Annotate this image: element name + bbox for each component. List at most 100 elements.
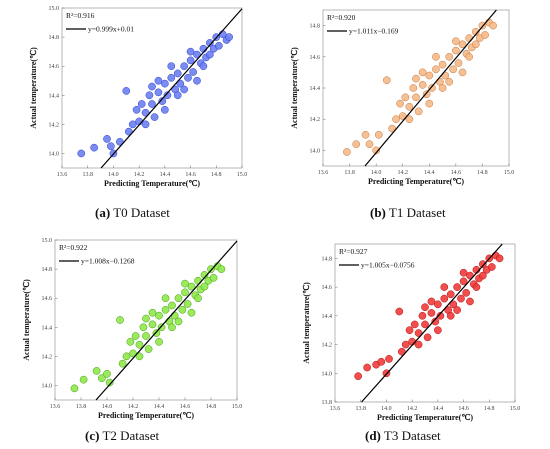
data-point	[206, 50, 214, 59]
x-tick-label: 14.8	[484, 406, 495, 412]
x-tick-label: 14.4	[160, 172, 171, 178]
y-tick-label: 14.4	[322, 314, 333, 320]
x-tick-label: 15.0	[504, 170, 515, 176]
fit-line	[361, 243, 503, 403]
data-point	[126, 337, 135, 346]
data-point	[495, 254, 504, 263]
data-point	[471, 40, 480, 49]
y-tick-label: 14.8	[42, 267, 53, 273]
data-point	[462, 288, 470, 297]
data-point	[421, 320, 429, 329]
data-point	[354, 372, 362, 380]
x-tick-label: 13.8	[82, 172, 93, 178]
data-point	[148, 308, 157, 317]
r-squared-label: R²=0.927	[339, 247, 368, 256]
data-point	[427, 297, 436, 306]
y-tick-label: 13.8	[322, 400, 333, 406]
r-squared-label: R²=0.920	[327, 13, 356, 22]
x-tick-label: 13.6	[50, 404, 61, 410]
data-point	[427, 309, 436, 317]
y-tick-label: 14.4	[42, 325, 53, 331]
x-axis-label: Predicting Temperature(℃)	[368, 177, 464, 186]
data-point	[144, 345, 153, 353]
x-tick-label: 14.0	[371, 170, 382, 176]
y-tick-label: 14.6	[49, 64, 60, 70]
data-point	[178, 305, 187, 314]
data-point	[150, 113, 159, 121]
data-point	[458, 40, 467, 49]
data-point	[365, 140, 374, 149]
data-point	[187, 282, 196, 291]
data-point	[103, 135, 111, 143]
data-point	[440, 283, 449, 291]
x-tick-label: 14.4	[424, 170, 435, 176]
data-point	[168, 323, 176, 332]
data-point	[174, 294, 183, 303]
y-tick-label: 14.0	[322, 371, 333, 377]
caption-b: (b) T1 Dataset	[370, 205, 446, 220]
x-tick-label: 14.0	[381, 406, 392, 412]
data-point	[431, 317, 440, 326]
data-point	[422, 90, 431, 99]
data-point	[428, 84, 436, 92]
data-point	[154, 76, 163, 85]
fit-line	[364, 9, 497, 167]
data-point	[425, 71, 434, 80]
data-point	[161, 105, 169, 114]
data-point	[414, 107, 423, 116]
data-point	[395, 307, 404, 316]
x-axis-label: Predicting Temperature(℃)	[104, 179, 200, 188]
data-point	[207, 265, 215, 273]
chart-a: 13.6 13.8 14.0 14.2 14.4 14.6 14.8 15.0 14.0 14.2…	[29, 6, 247, 188]
chart-b: 13.6 13.8 14.0 14.2 14.4 14.6 14.8 15.0 14.0 14.2…	[290, 9, 515, 186]
data-point	[206, 39, 214, 47]
data-point	[436, 311, 445, 320]
data-point	[421, 303, 429, 312]
x-tick-label: 14.0	[102, 404, 113, 410]
data-point	[489, 21, 497, 30]
data-point	[488, 263, 496, 271]
data-point	[139, 323, 148, 332]
data-point	[70, 384, 79, 393]
fit-line	[95, 240, 238, 401]
y-tick-label: 14.2	[49, 122, 60, 128]
data-point	[186, 47, 195, 56]
data-point	[161, 294, 170, 303]
data-point	[131, 332, 140, 340]
equation-label: y=1.008x−0.1268	[81, 257, 135, 266]
data-point	[425, 99, 434, 108]
x-tick-label: 13.8	[344, 170, 355, 176]
x-tick-label: 14.6	[458, 406, 469, 412]
data-point	[186, 56, 195, 65]
data-point	[449, 300, 458, 309]
y-tick-label: 15.0	[42, 238, 53, 244]
data-point	[405, 102, 414, 111]
data-point	[453, 283, 461, 291]
data-point	[176, 79, 185, 88]
data-point	[107, 142, 115, 151]
x-tick-label: 14.8	[477, 170, 488, 176]
data-point	[116, 316, 124, 324]
data-point	[449, 65, 458, 74]
data-point	[141, 108, 150, 117]
x-tick-label: 13.6	[318, 170, 329, 176]
data-point	[215, 41, 223, 50]
data-point	[445, 77, 454, 86]
data-point	[446, 290, 455, 299]
data-point	[225, 33, 233, 41]
data-point	[418, 311, 427, 320]
r-squared-label: R²=0.916	[66, 11, 95, 20]
data-point	[412, 93, 420, 102]
data-point	[158, 97, 167, 105]
y-tick-label: 14.6	[310, 55, 321, 61]
x-tick-label: 15.0	[232, 404, 243, 410]
data-point	[77, 149, 86, 158]
data-point	[167, 73, 176, 82]
y-tick-label: 14.2	[310, 117, 321, 123]
data-point	[187, 308, 196, 317]
data-point	[209, 273, 218, 282]
x-tick-label: 14.6	[451, 170, 462, 176]
data-point	[137, 100, 146, 108]
data-point	[418, 81, 427, 89]
data-point	[352, 140, 361, 149]
